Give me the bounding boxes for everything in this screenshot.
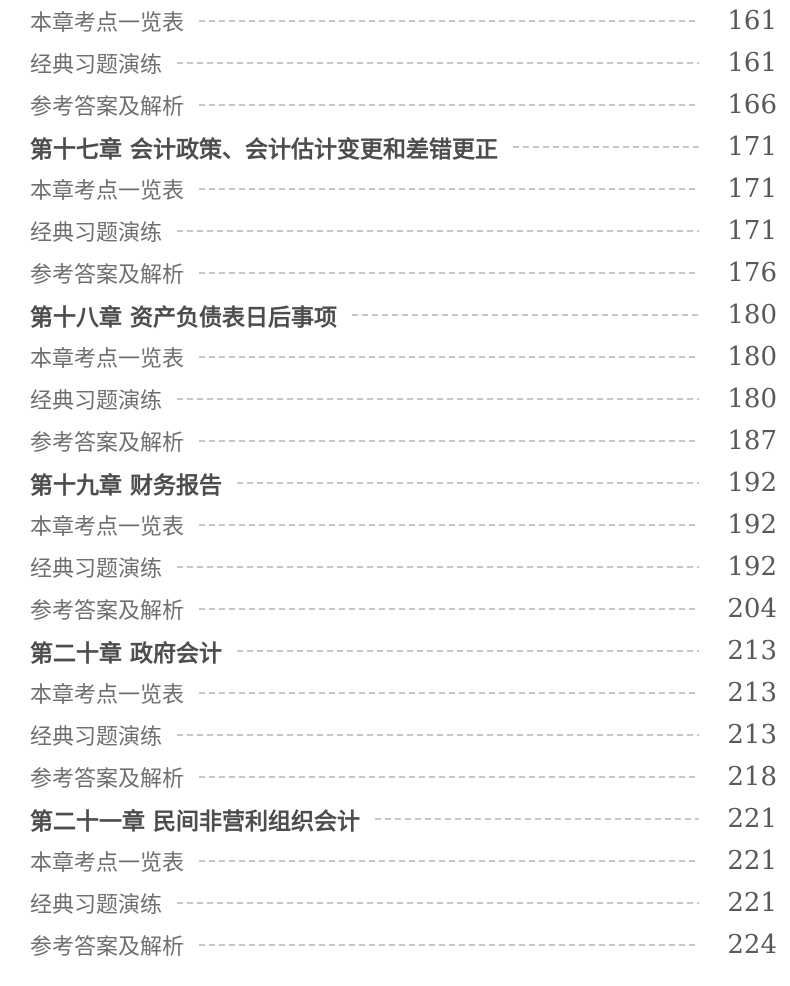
toc-item-row[interactable]: 参考答案及解析 176 [30,252,777,294]
toc-entry-label: 经典习题演练 [30,893,163,918]
toc-item-row[interactable]: 本章考点一览表 213 [30,672,777,714]
toc-entry-label: 本章考点一览表 [30,11,185,36]
toc-entry-label: 第二十章 政府会计 [30,641,223,667]
toc-entry-label: 参考答案及解析 [30,431,185,456]
toc-entry-label: 经典习题演练 [30,221,163,246]
toc-entry-label: 第十九章 财务报告 [30,473,223,499]
toc-entry-label: 本章考点一览表 [30,683,185,708]
toc-chapter-row[interactable]: 第十七章 会计政策、会计估计变更和差错更正 171 [30,126,777,168]
toc-entry-page-number: 161 [727,6,777,36]
toc-item-row[interactable]: 本章考点一览表 192 [30,504,777,546]
dotted-leader-line [199,188,699,190]
toc-item-row[interactable]: 参考答案及解析 166 [30,84,777,126]
toc-entry-page-number: 176 [727,258,777,288]
toc-entry-label: 参考答案及解析 [30,599,185,624]
toc-entry-page-number: 171 [727,216,777,246]
dotted-leader-line [237,650,699,652]
toc-item-row[interactable]: 本章考点一览表 180 [30,336,777,378]
dotted-leader-line [199,356,699,358]
toc-entry-label: 参考答案及解析 [30,935,185,960]
toc-entry-page-number: 171 [727,132,777,162]
toc-entry-page-number: 213 [727,678,777,708]
dotted-leader-line [237,482,699,484]
dotted-leader-line [199,20,699,22]
toc-entry-label: 第二十一章 民间非营利组织会计 [30,809,361,835]
toc-entry-page-number: 192 [727,552,777,582]
toc-entry-label: 经典习题演练 [30,725,163,750]
dotted-leader-line [199,776,699,778]
toc-item-row[interactable]: 本章考点一览表 171 [30,168,777,210]
toc-entry-label: 本章考点一览表 [30,347,185,372]
dotted-leader-line [375,818,699,820]
toc-entry-page-number: 218 [727,762,777,792]
toc-entry-page-number: 221 [727,846,777,876]
toc-entry-label: 第十八章 资产负债表日后事项 [30,305,338,331]
toc-entry-label: 本章考点一览表 [30,851,185,876]
toc-entry-label: 经典习题演练 [30,53,163,78]
dotted-leader-line [199,440,699,442]
toc-entry-label: 经典习题演练 [30,389,163,414]
toc-entry-page-number: 213 [727,636,777,666]
toc-item-row[interactable]: 参考答案及解析 224 [30,924,777,966]
toc-item-row[interactable]: 本章考点一览表 221 [30,840,777,882]
dotted-leader-line [177,566,699,568]
toc-entry-page-number: 213 [727,720,777,750]
dotted-leader-line [513,146,699,148]
toc-item-row[interactable]: 经典习题演练 213 [30,714,777,756]
toc-item-row[interactable]: 经典习题演练 161 [30,42,777,84]
toc-entry-page-number: 180 [727,384,777,414]
toc-entry-page-number: 192 [727,468,777,498]
toc-entry-page-number: 161 [727,48,777,78]
toc-entry-label: 本章考点一览表 [30,515,185,540]
dotted-leader-line [199,692,699,694]
dotted-leader-line [352,314,699,316]
toc-chapter-row[interactable]: 第二十一章 民间非营利组织会计 221 [30,798,777,840]
dotted-leader-line [199,860,699,862]
toc-item-row[interactable]: 参考答案及解析 204 [30,588,777,630]
toc-item-row[interactable]: 经典习题演练 171 [30,210,777,252]
toc-entry-page-number: 166 [727,90,777,120]
dotted-leader-line [199,272,699,274]
dotted-leader-line [199,608,699,610]
toc-item-row[interactable]: 本章考点一览表 161 [30,0,777,42]
toc-entry-label: 参考答案及解析 [30,263,185,288]
toc-entry-page-number: 187 [727,426,777,456]
toc-entry-label: 本章考点一览表 [30,179,185,204]
toc-item-row[interactable]: 参考答案及解析 187 [30,420,777,462]
toc-entry-label: 参考答案及解析 [30,95,185,120]
toc-chapter-row[interactable]: 第二十章 政府会计 213 [30,630,777,672]
dotted-leader-line [199,524,699,526]
toc-entry-page-number: 192 [727,510,777,540]
toc-chapter-row[interactable]: 第十九章 财务报告 192 [30,462,777,504]
toc-entry-page-number: 221 [727,888,777,918]
dotted-leader-line [199,944,699,946]
toc-chapter-row[interactable]: 第十八章 资产负债表日后事项 180 [30,294,777,336]
toc-item-row[interactable]: 经典习题演练 180 [30,378,777,420]
toc-item-row[interactable]: 经典习题演练 192 [30,546,777,588]
toc-entry-label: 参考答案及解析 [30,767,185,792]
dotted-leader-line [177,398,699,400]
dotted-leader-line [177,734,699,736]
toc-entry-label: 经典习题演练 [30,557,163,582]
toc-entry-page-number: 204 [727,594,777,624]
toc-entry-label: 第十七章 会计政策、会计估计变更和差错更正 [30,137,499,163]
toc-item-row[interactable]: 经典习题演练 221 [30,882,777,924]
dotted-leader-line [177,902,699,904]
dotted-leader-line [177,62,699,64]
toc-item-row[interactable]: 参考答案及解析 218 [30,756,777,798]
toc-entry-page-number: 171 [727,174,777,204]
toc-entry-page-number: 180 [727,300,777,330]
dotted-leader-line [199,104,699,106]
toc-entry-page-number: 180 [727,342,777,372]
toc-entry-page-number: 221 [727,804,777,834]
dotted-leader-line [177,230,699,232]
toc-entry-page-number: 224 [727,930,777,960]
